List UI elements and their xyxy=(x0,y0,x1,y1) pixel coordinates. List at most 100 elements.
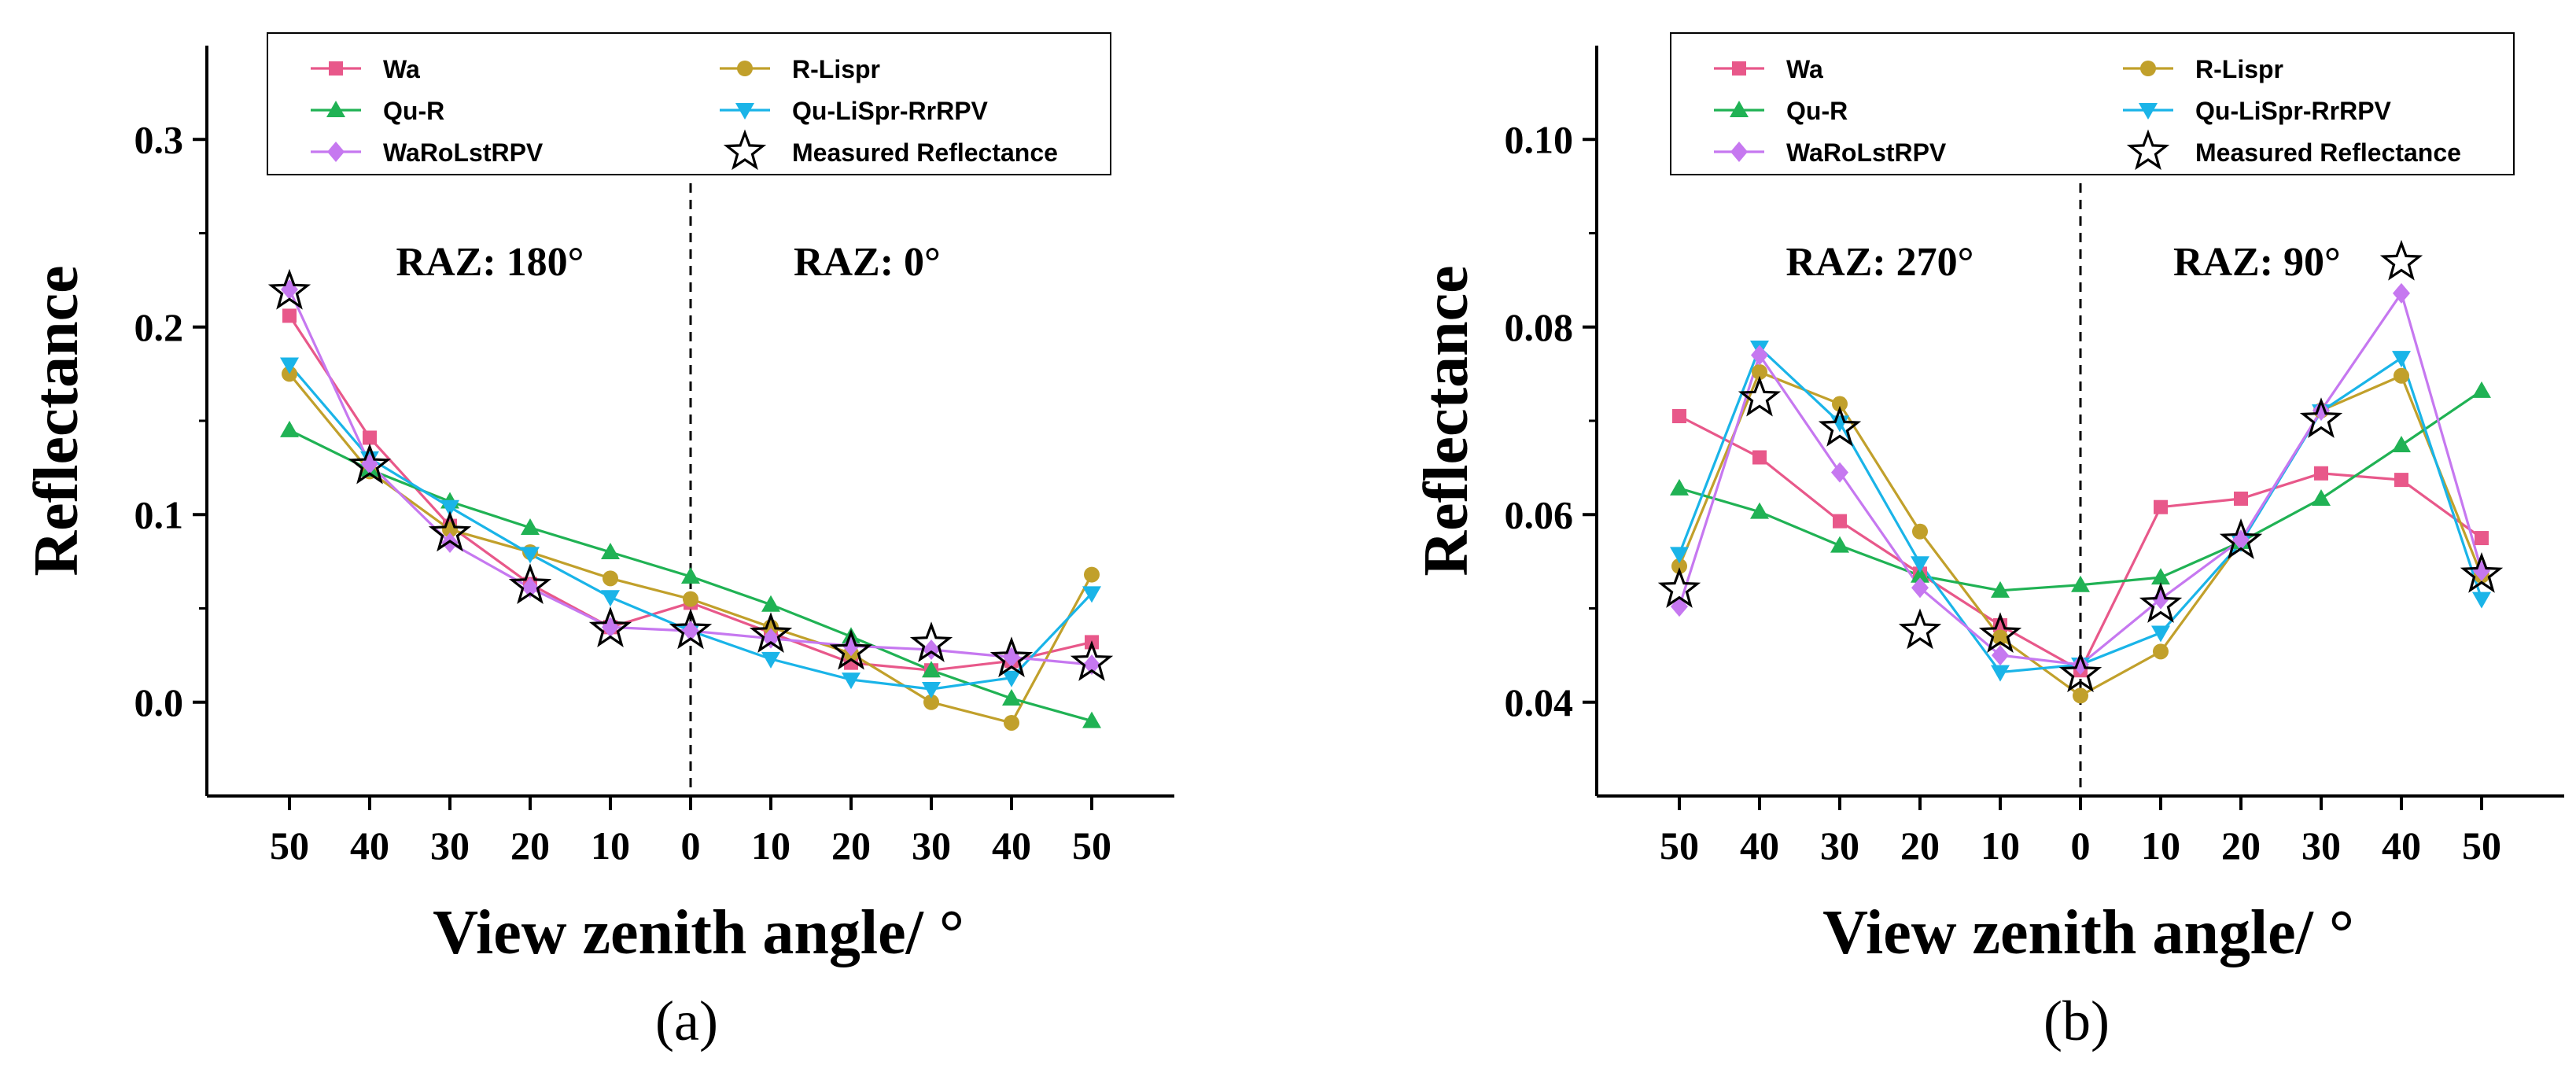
x-tick-label: 40 xyxy=(2382,824,2421,868)
data-point xyxy=(280,357,299,374)
data-point xyxy=(2299,397,2343,438)
data-point xyxy=(1082,586,1101,603)
data-point xyxy=(1670,547,1689,564)
data-point xyxy=(1751,345,1768,366)
y-tick-label: 0.3 xyxy=(135,117,184,161)
y-tick-label: 0.0 xyxy=(135,680,184,724)
data-point xyxy=(2151,625,2170,643)
data-point xyxy=(1831,462,1848,483)
data-point xyxy=(1002,688,1021,706)
legend-marker xyxy=(735,103,754,120)
legend-box xyxy=(1670,32,2515,175)
legend-label: Measured Reflectance xyxy=(792,138,1058,167)
data-point xyxy=(2460,552,2504,593)
data-point xyxy=(1830,536,1849,553)
x-tick-label: 10 xyxy=(751,824,790,868)
legend-marker xyxy=(329,61,343,76)
x-tick-label: 30 xyxy=(1820,824,1859,868)
legend-marker xyxy=(2140,61,2156,76)
data-point xyxy=(601,590,620,607)
legend-label: Wa xyxy=(383,55,420,83)
raz-annotation-left: RAZ: 180° xyxy=(396,240,584,285)
data-point xyxy=(1898,608,1942,650)
data-point xyxy=(2139,582,2183,623)
data-point xyxy=(1992,629,2008,646)
x-tick-label: 20 xyxy=(1900,824,1940,868)
data-point xyxy=(2219,518,2263,559)
data-point xyxy=(1083,654,1100,676)
data-point xyxy=(1671,558,1687,574)
x-tick-label: 20 xyxy=(510,824,550,868)
data-point xyxy=(280,420,299,437)
data-point xyxy=(669,608,713,650)
x-tick-label: 30 xyxy=(2301,824,2341,868)
legend-marker xyxy=(737,61,753,76)
data-point xyxy=(348,443,392,485)
data-point xyxy=(1670,478,1689,496)
data-point xyxy=(428,510,472,552)
x-tick-label: 0 xyxy=(2071,824,2091,868)
data-point xyxy=(1832,396,1848,412)
data-point xyxy=(1992,645,2009,666)
data-point xyxy=(749,612,793,654)
data-point xyxy=(2072,654,2089,676)
data-point xyxy=(588,606,632,647)
legend-marker xyxy=(327,142,345,162)
data-point xyxy=(1991,580,2010,598)
data-point xyxy=(601,542,620,559)
data-point xyxy=(2379,239,2423,281)
data-point xyxy=(2394,473,2408,488)
data-point xyxy=(2058,651,2102,693)
legend-marker xyxy=(2126,129,2170,171)
data-point xyxy=(508,563,552,605)
raz-annotation-right: RAZ: 90° xyxy=(2173,240,2341,285)
data-point xyxy=(1004,714,1019,731)
data-point xyxy=(681,566,700,584)
data-point xyxy=(1833,514,1847,529)
legend-label: Qu-R xyxy=(383,97,444,125)
legend-label: WaRoLstRPV xyxy=(383,138,544,167)
y-tick-label: 0.06 xyxy=(1505,492,1574,536)
x-tick-label: 20 xyxy=(2221,824,2261,868)
series-points-warolstrpv xyxy=(1671,282,2490,676)
data-point xyxy=(282,308,297,323)
x-tick-label: 50 xyxy=(1072,824,1111,868)
legend-label: Wa xyxy=(1786,55,1823,83)
y-tick-label: 0.1 xyxy=(135,492,184,536)
x-tick-label: 50 xyxy=(1660,824,1699,868)
legend-label: Qu-LiSpr-RrRPV xyxy=(2195,97,2392,125)
data-point xyxy=(2392,351,2411,368)
data-point xyxy=(363,430,377,445)
data-point xyxy=(2154,499,2168,514)
data-point xyxy=(2312,488,2331,506)
data-point xyxy=(762,628,779,649)
series-line-qu-lispr-rrrpv xyxy=(1678,345,2483,674)
x-tick-label: 30 xyxy=(430,824,470,868)
data-point xyxy=(1082,711,1101,728)
data-point xyxy=(1752,450,1767,465)
raz-annotation-right: RAZ: 0° xyxy=(794,240,941,285)
x-axis-title: View zenith angle/ ° xyxy=(433,898,964,967)
data-point xyxy=(909,621,953,662)
data-point xyxy=(1911,566,1929,583)
data-point xyxy=(1002,670,1021,687)
data-point xyxy=(1991,665,2010,682)
data-point xyxy=(603,570,618,587)
data-point xyxy=(1978,612,2022,654)
panel-label: (a) xyxy=(655,989,718,1052)
data-point xyxy=(1752,363,1767,380)
data-point xyxy=(2073,687,2088,704)
x-tick-label: 0 xyxy=(681,824,701,868)
series-points-qu-r xyxy=(1670,381,2491,598)
data-point xyxy=(2472,381,2491,398)
legend-marker xyxy=(1732,61,1746,76)
legend-marker xyxy=(1730,101,1749,117)
data-point xyxy=(829,628,873,670)
x-tick-label: 40 xyxy=(350,824,389,868)
data-point xyxy=(2472,591,2491,609)
legend: Wa R-Lispr Qu-R Qu-LiSpr-RrRPV WaRoLstRPV Mea… xyxy=(1670,32,2515,175)
legend-box xyxy=(267,32,1111,175)
data-point xyxy=(1911,577,1929,599)
y-tick-label: 0.04 xyxy=(1505,680,1574,724)
data-point xyxy=(2394,367,2409,384)
